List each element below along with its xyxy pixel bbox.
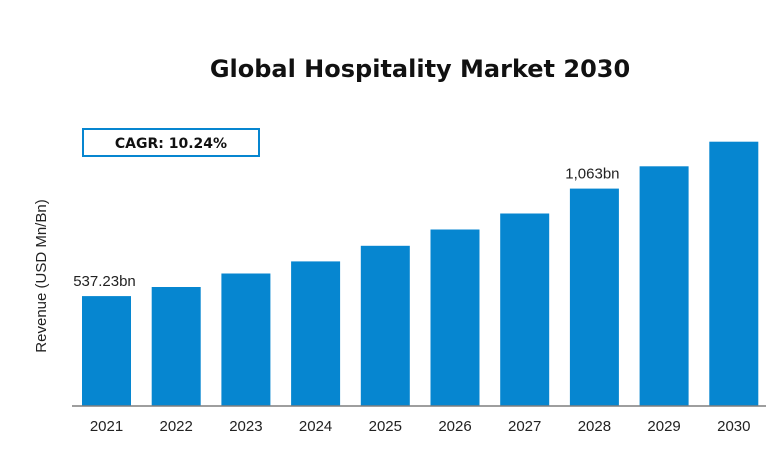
bar-2024 xyxy=(291,261,341,406)
bar-2023 xyxy=(221,273,271,406)
x-tick-label: 2025 xyxy=(369,418,402,435)
x-tick-label: 2024 xyxy=(299,418,332,435)
data-label: 537.23bn xyxy=(73,273,136,290)
bars xyxy=(82,141,759,406)
y-axis-label: Revenue (USD Mn/Bn) xyxy=(33,199,50,352)
x-axis-ticks: 2021 2022 2023 2024 2025 2026 2027 2028 2029 2030 xyxy=(90,418,751,435)
bar-2025 xyxy=(360,245,410,406)
x-tick-label: 2026 xyxy=(438,418,471,435)
bar-2029 xyxy=(639,166,689,406)
bar-2030 xyxy=(709,141,759,406)
x-tick-label: 2022 xyxy=(160,418,193,435)
bar-2027 xyxy=(500,213,550,406)
cagr-box: CAGR: 10.24% xyxy=(82,128,260,157)
x-tick-label: 2029 xyxy=(647,418,680,435)
bar-2021 xyxy=(82,296,131,406)
x-tick-label: 2021 xyxy=(90,418,123,435)
chart-title: Global Hospitality Market 2030 xyxy=(210,55,630,83)
x-tick-label: 2027 xyxy=(508,418,541,435)
cagr-label: CAGR: 10.24% xyxy=(115,136,227,152)
data-label: 1,063bn xyxy=(565,166,619,183)
bar-2028 xyxy=(569,188,619,406)
cagr-box-border xyxy=(82,128,260,157)
bar-2022 xyxy=(151,287,201,406)
bar-2026 xyxy=(430,229,480,406)
data-labels: 537.23bn 1,063bn xyxy=(73,166,619,291)
x-tick-label: 2030 xyxy=(717,418,750,435)
x-tick-label: 2023 xyxy=(229,418,262,435)
x-tick-label: 2028 xyxy=(578,418,611,435)
